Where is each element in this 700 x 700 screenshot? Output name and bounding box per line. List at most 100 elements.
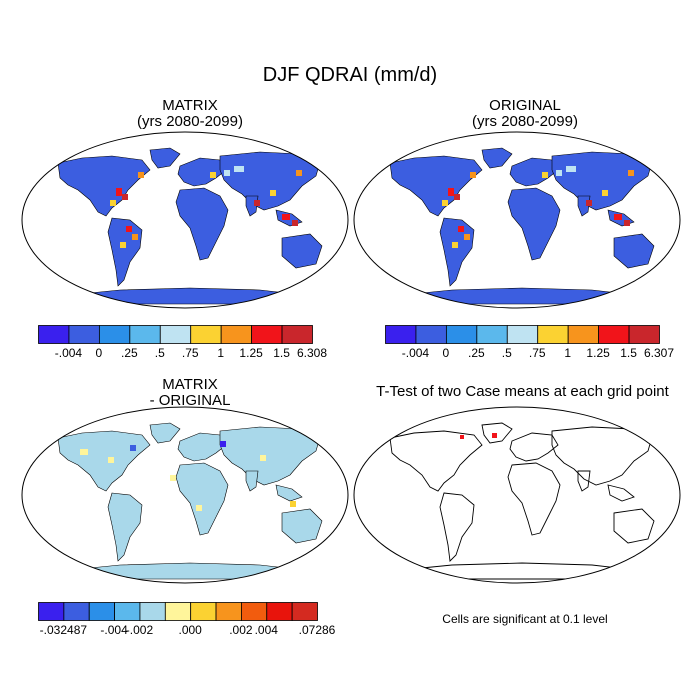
landmass-africa [175, 187, 229, 261]
map-panel-difference [21, 406, 349, 584]
grid-cell [464, 234, 470, 240]
colorbar-original-swatch [628, 325, 660, 344]
colorbar-matrix-swatch [98, 325, 131, 344]
landmass-australia [613, 508, 655, 544]
landmass-africa [175, 462, 229, 536]
grid-cell [110, 200, 116, 206]
map-panel-original [353, 131, 681, 309]
landmass-europe [509, 157, 559, 187]
landmass-australia [281, 233, 323, 269]
colorbar-original-tick-label: 0 [442, 346, 450, 360]
map-land-layer [57, 422, 323, 580]
colorbar-matrix-swatch [220, 325, 253, 344]
colorbar-matrix-tick-label: .75 [181, 346, 199, 360]
map-border [353, 406, 681, 584]
landmass-antarctica [59, 287, 313, 305]
landmass-antarctica [391, 287, 645, 305]
colorbar-matrix-tick-label: .5 [154, 346, 165, 360]
grid-cell [108, 457, 114, 463]
landmass-samerica [107, 492, 143, 562]
landmass-samerica [439, 492, 475, 562]
landmass-antarctica [391, 562, 646, 580]
panel-title-matrix: MATRIX (yrs 2080-2099) [35, 98, 345, 130]
grid-cell [460, 435, 464, 439]
landmass-namerica [57, 155, 151, 217]
grid-cell [458, 226, 464, 232]
colorbar-matrix-swatch [251, 325, 283, 344]
colorbar-original-swatch [506, 325, 539, 344]
panel-title-difference-line1: MATRIX [162, 376, 218, 393]
map-border [21, 131, 349, 309]
panel-title-ttest: T-Test of two Case means at each grid po… [376, 383, 669, 400]
colorbar-difference-swatch [190, 602, 217, 621]
colorbar-difference-tick-label: -.002 [125, 623, 154, 637]
colorbar-difference-swatch [114, 602, 141, 621]
grid-cell [542, 172, 548, 178]
panel-title-original-line2: (yrs 2080-2099) [472, 113, 578, 130]
map-border [21, 406, 349, 584]
grid-cell [556, 170, 562, 176]
colorbar-difference-tick-label: .002 [229, 623, 253, 637]
colorbar-matrix [38, 325, 313, 344]
grid-cell [454, 194, 460, 200]
landmass-africa [507, 462, 561, 536]
grid-cell [452, 242, 458, 248]
colorbar-matrix-tick-label: 1.25 [239, 346, 263, 360]
colorbar-matrix-tick-label: -.004 [54, 346, 83, 360]
figure-title: DJF QDRAI (mm/d) [262, 64, 438, 86]
panel-title-original-line1: ORIGINAL [489, 97, 561, 114]
colorbar-original-tick-label: 6.307 [643, 346, 675, 360]
landmass-namerica [57, 430, 151, 492]
ttest-significance-note: Cells are significant at 0.1 level [442, 612, 608, 626]
landmass-samerica [107, 217, 143, 287]
grid-cell [130, 445, 136, 451]
map-border [353, 131, 681, 309]
colorbar-matrix-swatch [68, 325, 100, 344]
colorbar-matrix-swatch [190, 325, 222, 344]
grid-cell [492, 433, 497, 438]
grid-cell [132, 234, 138, 240]
colorbar-difference-swatch [139, 602, 166, 621]
colorbar-matrix-swatch [129, 325, 161, 344]
panel-title-difference-line2: - ORIGINAL [149, 392, 231, 409]
grid-cell [196, 505, 202, 511]
grid-cell [282, 214, 290, 220]
colorbar-matrix-tick-label: 1.5 [273, 346, 290, 360]
colorbar-original-tick-label: .5 [501, 346, 512, 360]
colorbar-original-swatch [537, 325, 569, 344]
colorbar-difference-swatch [88, 602, 115, 621]
landmass-india [577, 470, 591, 492]
colorbar-original [385, 325, 660, 344]
map-land-layer [389, 422, 655, 580]
grid-cell [296, 170, 302, 176]
grid-cell [254, 200, 260, 206]
landmass-namerica [389, 430, 483, 492]
colorbar-original-tick-label: 1.25 [586, 346, 610, 360]
landmass-europe [177, 432, 227, 462]
grid-cell [290, 501, 296, 507]
landmass-india [245, 470, 259, 492]
colorbar-matrix-swatch [38, 325, 70, 344]
colorbar-difference [38, 602, 318, 621]
colorbar-matrix-swatch [281, 325, 313, 344]
colorbar-original-tick-label: .25 [467, 346, 485, 360]
landmass-greenland [481, 422, 513, 444]
landmass-namerica [389, 155, 483, 217]
grid-cell [122, 194, 128, 200]
grid-cell [210, 172, 216, 178]
grid-cell [602, 190, 608, 196]
colorbar-difference-swatch [63, 602, 90, 621]
grid-cell [292, 220, 298, 226]
colorbar-difference-swatch [291, 602, 318, 621]
colorbar-original-swatch [476, 325, 508, 344]
landmass-greenland [149, 422, 181, 444]
colorbar-original-swatch [385, 325, 417, 344]
landmass-seasia [275, 484, 303, 502]
panel-title-matrix-line1: MATRIX [162, 97, 218, 114]
colorbar-matrix-tick-label: .25 [120, 346, 138, 360]
colorbar-difference-tick-label: .000 [178, 623, 202, 637]
colorbar-original-tick-label: 1 [564, 346, 571, 360]
panel-title-difference: MATRIX - ORIGINAL [35, 377, 345, 409]
map-land-layer [389, 147, 655, 305]
colorbar-difference-swatch [215, 602, 242, 621]
